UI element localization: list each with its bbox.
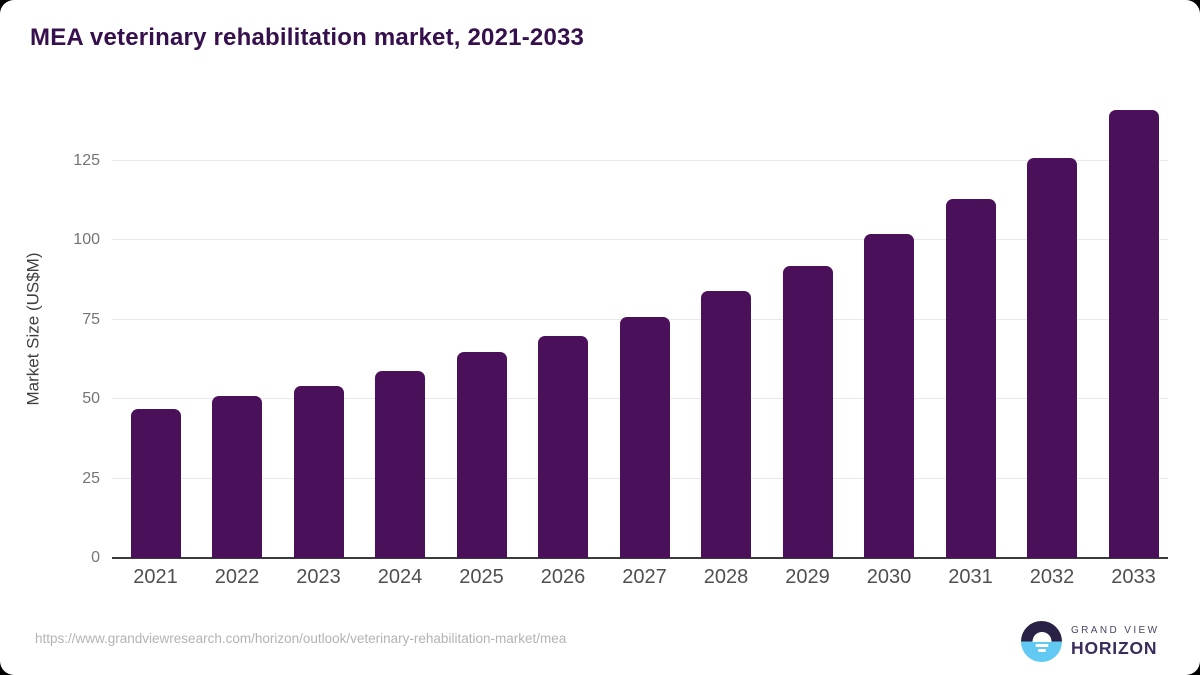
bar-2027 [619,317,670,558]
x-tick-label-2022: 2022 [214,566,260,588]
y-tick-label-50: 50 [82,390,100,408]
sun-reflection-line [1035,644,1048,647]
bar-2033 [1108,110,1159,558]
x-axis-line [112,557,1168,559]
x-tick-label-2028: 2028 [703,566,749,588]
bar-2026 [538,336,588,558]
x-tick-label-2023: 2023 [296,566,341,588]
bar-2023 [293,386,344,558]
gridline-100 [112,239,1168,241]
logo-brand-name: GRAND VIEW [1071,624,1160,636]
bar-2021 [130,409,181,558]
sun-shape [1032,632,1051,642]
bar-2032 [1027,158,1077,558]
logo-text: GRAND VIEW HORIZON [1071,625,1159,659]
x-tick-label-2026: 2026 [540,566,586,588]
bar-2031 [945,199,996,558]
x-tick-label-2030: 2030 [866,566,912,588]
bar-2028 [701,291,751,558]
bar-2029 [782,266,833,558]
x-tick-label-2027: 2027 [622,566,667,588]
horizon-sun-icon [1021,621,1062,662]
y-tick-label-100: 100 [73,231,100,249]
logo-product-name: HORIZON [1071,637,1158,658]
sun-reflection-line [1037,649,1046,652]
y-tick-label-125: 125 [73,152,100,169]
x-tick-label-2021: 2021 [133,566,178,588]
y-axis-title-text: Market Size (US$M) [24,252,43,406]
x-tick-label-2033: 2033 [1111,566,1156,588]
grand-view-horizon-logo: GRAND VIEW HORIZON [1021,621,1159,662]
chart-title: MEA veterinary rehabilitation market, 20… [30,24,585,51]
bar-2024 [375,371,425,558]
source-url: https://www.grandviewresearch.com/horizo… [35,631,567,646]
x-tick-label-2025: 2025 [459,566,504,588]
gridline-125 [112,160,1168,161]
bar-2030 [864,234,914,558]
plot-area [112,100,1168,559]
y-tick-label-25: 25 [82,469,100,487]
y-tick-label-0: 0 [91,549,100,566]
x-tick-label-2024: 2024 [377,566,423,588]
y-tick-label-75: 75 [82,310,100,328]
x-tick-label-2029: 2029 [785,566,830,588]
bar-2022 [212,396,262,558]
bar-2025 [456,352,507,558]
x-tick-label-2031: 2031 [948,566,993,588]
x-tick-label-2032: 2032 [1029,566,1075,588]
